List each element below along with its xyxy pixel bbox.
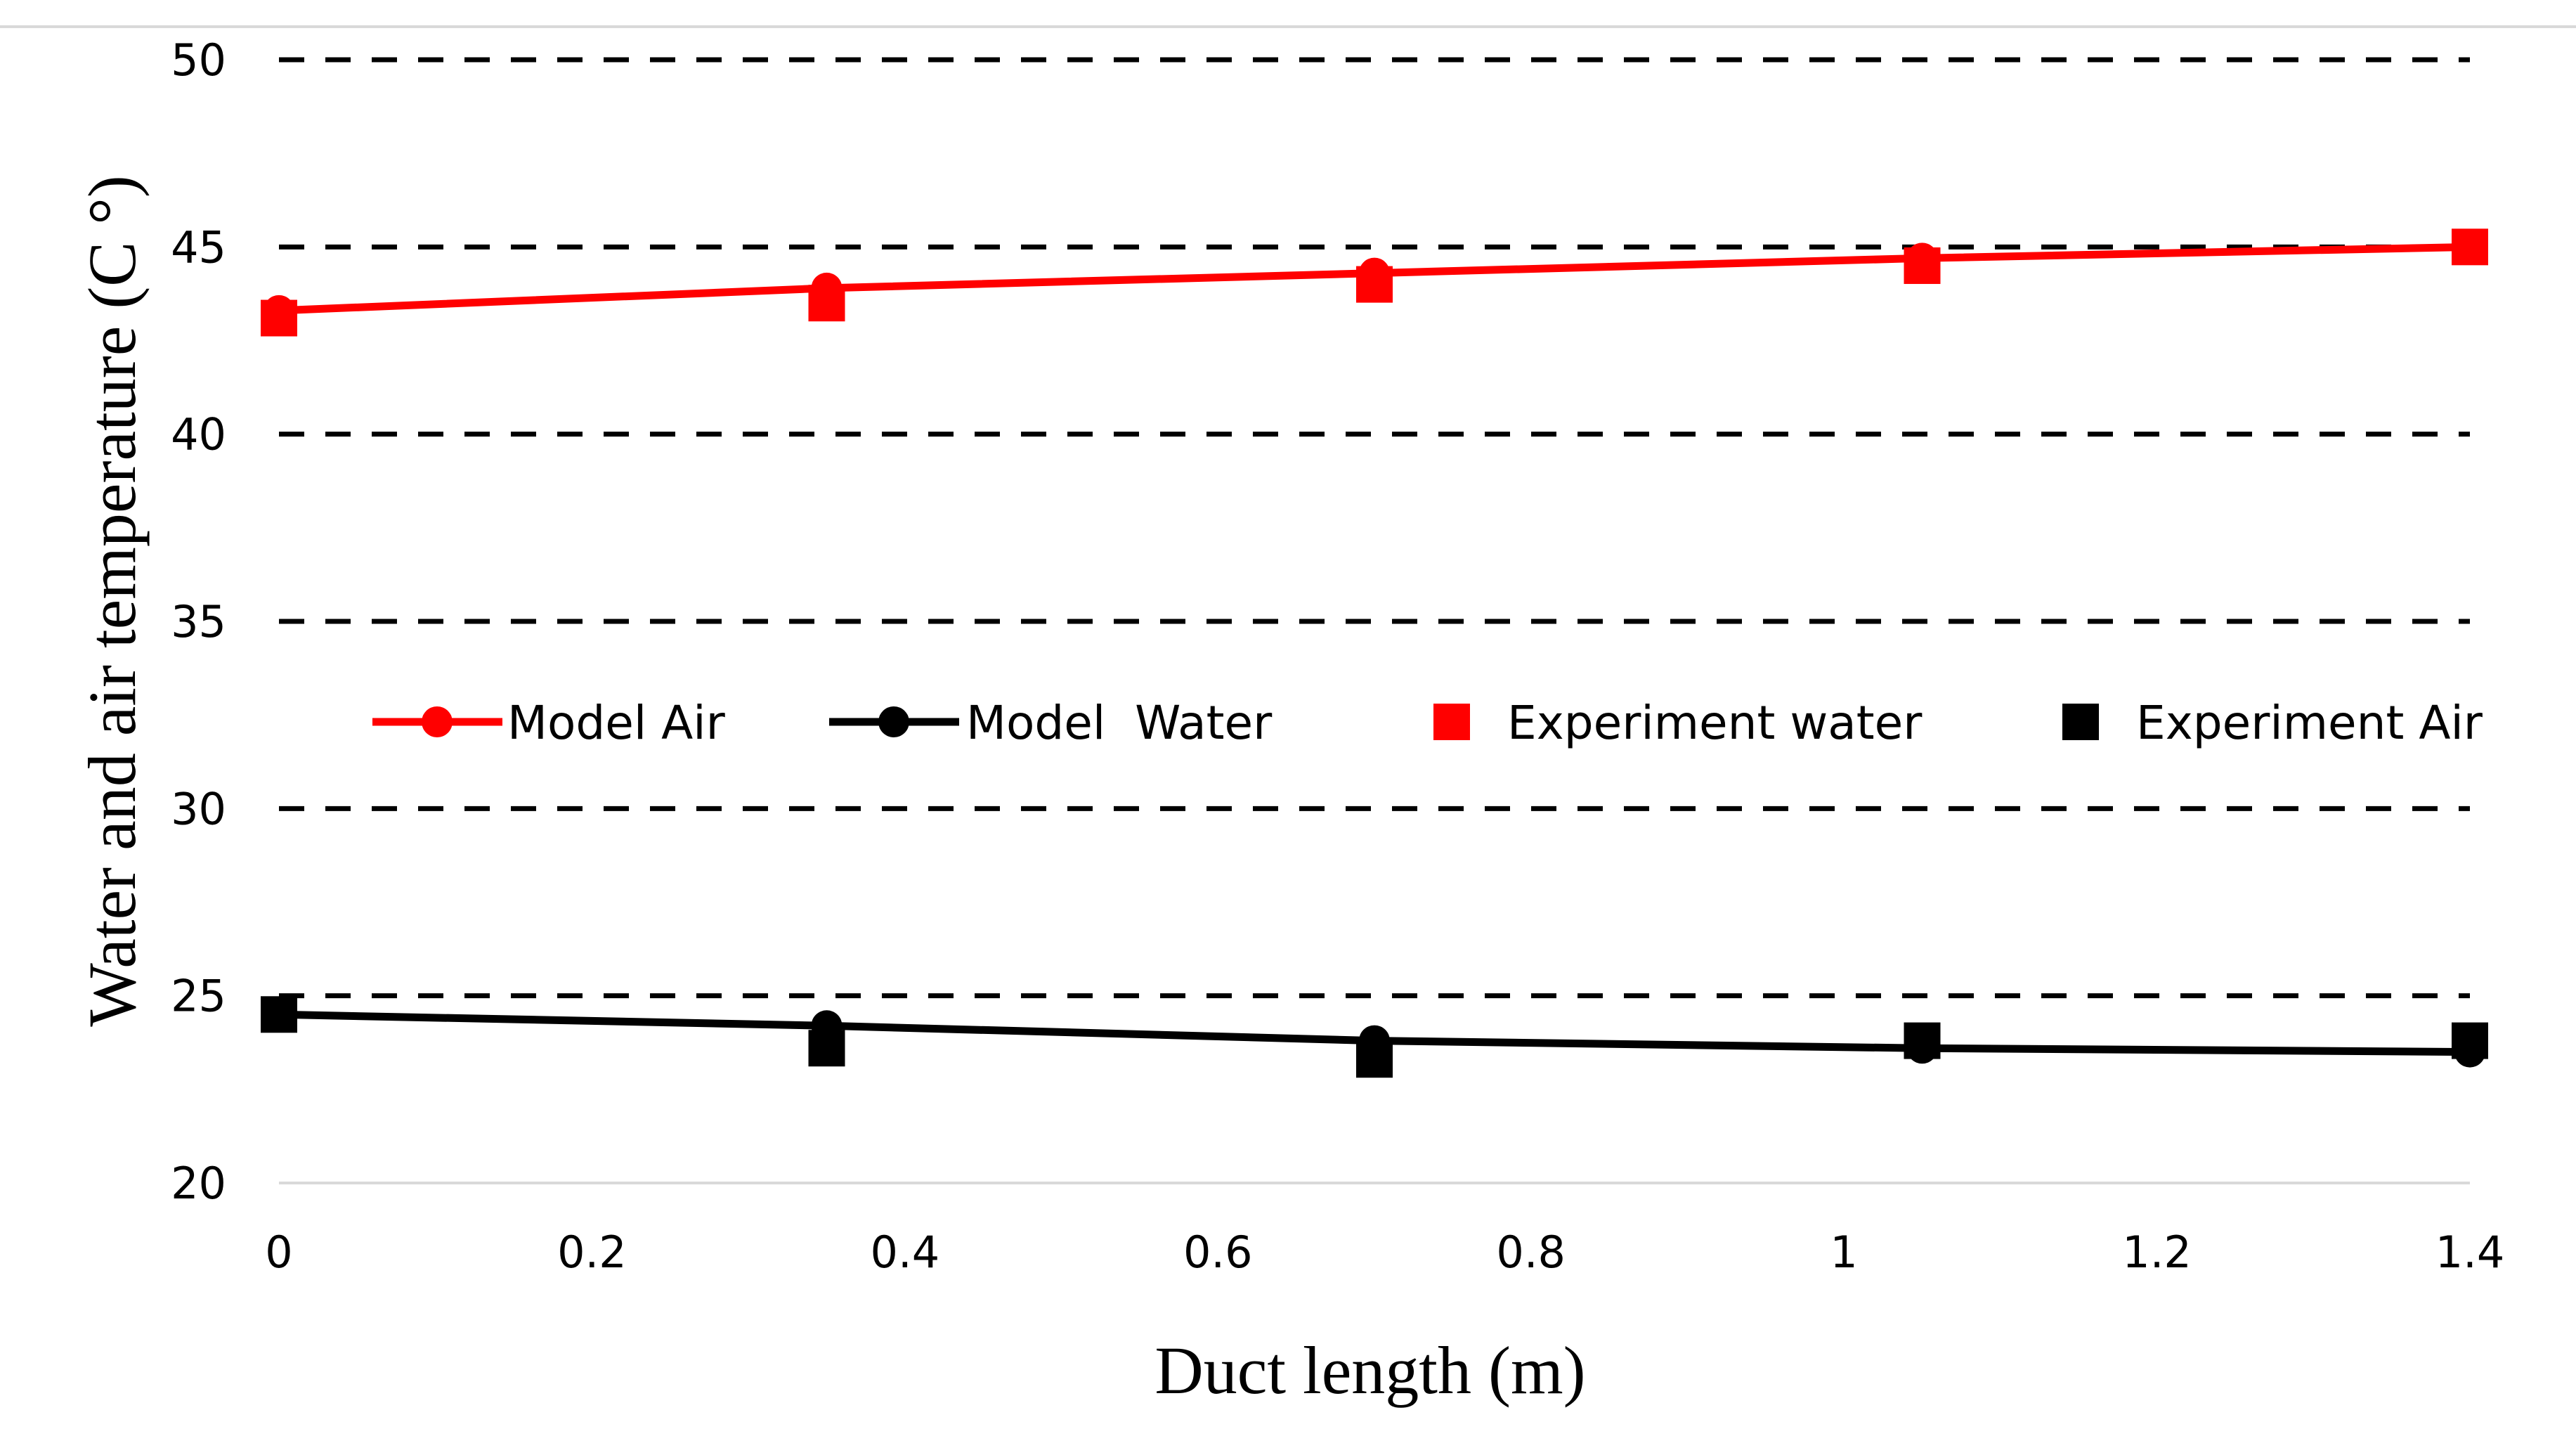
x-axis-title: Duct length (m): [1154, 1333, 1585, 1408]
legend-item: Model Water: [829, 696, 1273, 750]
legend: Model Air Model Water Experiment water Expe…: [372, 696, 2483, 750]
x-tick-label: 1.2: [2122, 1227, 2192, 1278]
gridlines: [279, 57, 2470, 1184]
experiment-air-marker: [1356, 1041, 1393, 1078]
y-axis-title: Water and air temperature (C °): [74, 175, 150, 1026]
x-tick-label: 0.8: [1496, 1227, 1566, 1278]
legend-label: Experiment water: [1507, 696, 1923, 750]
legend-circle-swatch: [422, 706, 453, 737]
experiment-water-marker: [1904, 247, 1941, 284]
x-tick-label: 0.4: [871, 1227, 940, 1278]
experiment-air-marker: [261, 996, 297, 1033]
x-tick-labels: 0 0.2 0.4 0.6 0.8 1 1.2 1.4: [265, 1227, 2504, 1278]
experiment-air-marker: [1904, 1022, 1941, 1059]
y-tick-label: 45: [171, 221, 226, 273]
x-tick-label: 0.6: [1183, 1227, 1253, 1278]
y-tick-label: 35: [171, 596, 226, 647]
experiment-water-marker: [808, 285, 845, 322]
x-tick-label: 0: [265, 1227, 292, 1278]
experiment-air-marker: [808, 1030, 845, 1067]
legend-label: Model Water: [966, 696, 1273, 750]
y-tick-label: 20: [171, 1158, 226, 1209]
experiment-water-marker: [2452, 228, 2488, 266]
y-tick-labels: 20 25 30 35 40 45 50: [171, 34, 226, 1209]
legend-label: Experiment Air: [2136, 696, 2483, 750]
experiment-water-marker: [261, 299, 297, 337]
experiment-water-marker: [1356, 266, 1393, 303]
legend-label: Model Air: [507, 696, 726, 750]
y-tick-label: 40: [171, 409, 226, 460]
legend-item: Model Air: [372, 696, 726, 750]
legend-circle-swatch: [878, 706, 909, 737]
y-tick-label: 25: [171, 971, 226, 1022]
legend-square-swatch: [2062, 704, 2099, 740]
y-tick-label: 50: [171, 34, 226, 86]
experiment-air-marker: [2452, 1022, 2488, 1059]
x-tick-label: 1.4: [2435, 1227, 2505, 1278]
x-tick-label: 0.2: [557, 1227, 627, 1278]
legend-square-swatch: [1433, 704, 1470, 740]
legend-background: [351, 671, 2487, 770]
x-tick-label: 1: [1830, 1227, 1857, 1278]
series-layer: [261, 228, 2488, 1078]
series-3: [261, 996, 2488, 1078]
series-2: [261, 228, 2488, 337]
y-tick-label: 30: [171, 783, 226, 834]
legend-item: Experiment water: [1433, 696, 1923, 750]
legend-item: Experiment Air: [2062, 696, 2483, 750]
